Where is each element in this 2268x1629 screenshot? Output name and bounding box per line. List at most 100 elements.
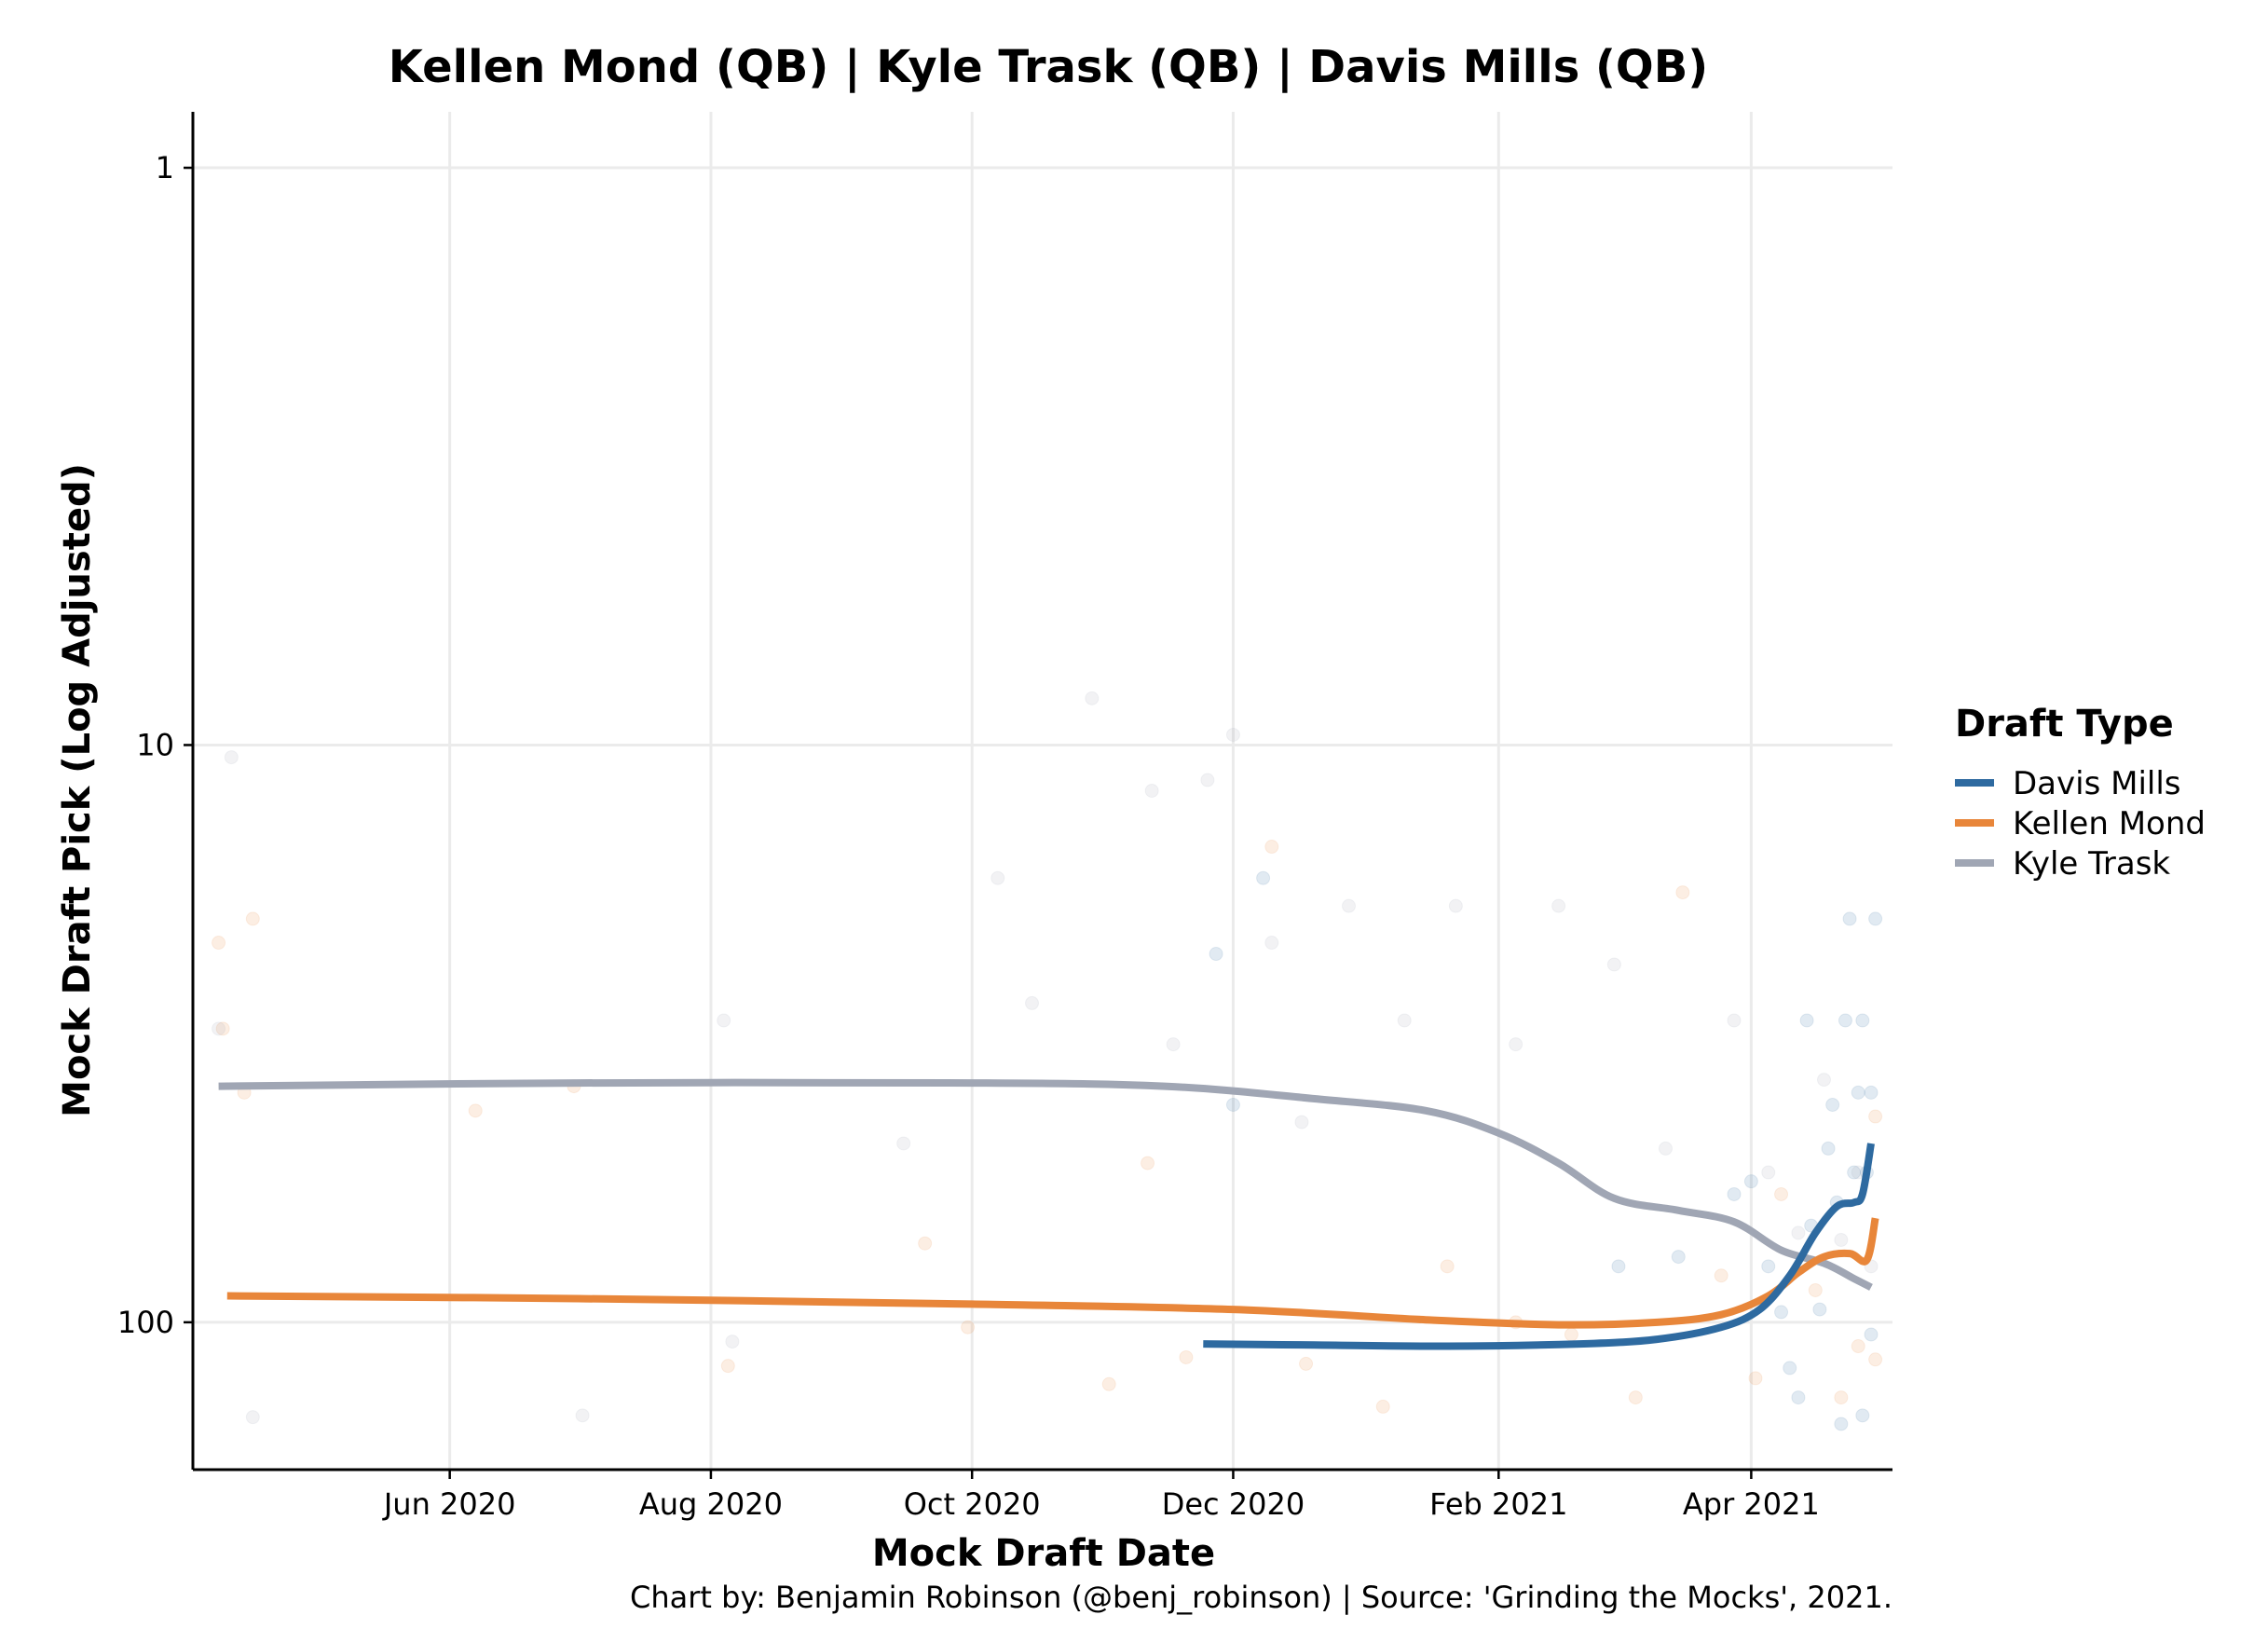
kellen-mond-point [720, 1359, 735, 1374]
davis-mills-line [1203, 1143, 1875, 1350]
davis-mills-point [1821, 1141, 1836, 1156]
kyle-trask-point [1085, 691, 1100, 705]
davis-mills-point [1864, 1327, 1879, 1342]
kellen-mond-point [1851, 1339, 1865, 1354]
kellen-mond-point [1264, 840, 1279, 855]
smooth-lines [218, 1078, 1879, 1350]
davis-mills-point [1851, 1085, 1865, 1100]
kyle-trask-point [1551, 898, 1566, 913]
davis-mills-point [1812, 1302, 1827, 1317]
x-tick-label: Dec 2020 [1162, 1486, 1305, 1522]
kellen-mond-point [215, 1021, 230, 1036]
kyle-trask-point [991, 870, 1005, 885]
chart-title: Kellen Mond (QB) | Kyle Trask (QB) | Dav… [389, 41, 1708, 93]
davis-mills-point [1791, 1390, 1806, 1405]
kyle-trask-point [1294, 1115, 1309, 1129]
kellen-mond-legend-label: Kellen Mond [2013, 805, 2206, 842]
x-tick-label: Oct 2020 [904, 1486, 1041, 1522]
kyle-trask-point [1225, 727, 1240, 742]
kellen-mond-point [1375, 1399, 1390, 1414]
kyle-trask-point [1606, 957, 1621, 972]
davis-mills-point [1225, 1098, 1240, 1113]
x-tick-label: Jun 2020 [382, 1486, 516, 1522]
davis-mills-point [1209, 947, 1223, 962]
davis-mills-point [1825, 1098, 1840, 1113]
kyle-trask-point [1448, 898, 1463, 913]
kyle-trask-point [896, 1136, 911, 1151]
kyle-trask-point [1658, 1141, 1673, 1156]
kyle-trask-point [1509, 1037, 1523, 1052]
chart-caption: Chart by: Benjamin Robinson (@benj_robin… [630, 1580, 1892, 1615]
kellen-mond-point [1101, 1376, 1116, 1391]
kyle-trask-point [1834, 1233, 1849, 1248]
davis-mills-point [1847, 1165, 1862, 1180]
kyle-trask-line [218, 1078, 1873, 1291]
kellen-mond-point [1774, 1186, 1789, 1201]
kyle-trask-point [1816, 1073, 1831, 1088]
kyle-trask-point [1144, 784, 1159, 798]
kyle-trask-point [1342, 898, 1357, 913]
x-tick-label: Apr 2021 [1683, 1486, 1820, 1522]
kyle-trask-point [224, 750, 239, 765]
kyle-trask-point [1727, 1013, 1742, 1028]
y-tick-label: 10 [136, 727, 174, 762]
davis-mills-point [1783, 1361, 1797, 1376]
x-tick-label: Feb 2021 [1429, 1486, 1567, 1522]
kellen-mond-point [1299, 1356, 1314, 1371]
y-axis-title: Mock Draft Pick (Log Adjusted) [56, 463, 99, 1117]
kellen-mond-line [226, 1217, 1879, 1329]
davis-mills-point [1799, 1013, 1814, 1028]
x-axis-ticks: Jun 2020 Aug 2020 Oct 2020 Dec 2020 Feb 2021… [382, 1470, 1820, 1522]
y-axis-ticks: 1 10 100 [117, 150, 193, 1340]
kellen-mond-point [1440, 1259, 1455, 1274]
x-tick-label: Aug 2020 [639, 1486, 783, 1522]
kyle-trask-point [725, 1335, 740, 1349]
kyle-trask-legend-label: Kyle Trask [2013, 845, 2170, 883]
kellen-mond-point [1868, 1109, 1883, 1124]
kellen-mond-point [1675, 885, 1690, 900]
kyle-trask-point [212, 1021, 226, 1036]
davis-mills-point [1774, 1305, 1789, 1320]
davis-mills-point [1834, 1417, 1849, 1431]
kyle-trask-point [1791, 1225, 1806, 1240]
davis-mills-point [1743, 1174, 1758, 1189]
kellen-mond-point [1868, 1352, 1883, 1367]
kyle-trask-point [1397, 1013, 1412, 1028]
kellen-mond-point [1141, 1156, 1155, 1170]
davis-mills-point [1838, 1013, 1852, 1028]
davis-mills-legend-label: Davis Mills [2013, 765, 2181, 802]
kellen-mond-point [245, 911, 260, 926]
legend-title: Draft Type [1955, 703, 2174, 746]
x-axis-title: Mock Draft Date [872, 1532, 1215, 1575]
kellen-mond-point [1179, 1349, 1194, 1364]
davis-mills-point [1868, 911, 1883, 926]
davis-mills-point [1842, 911, 1857, 926]
davis-mills-point [1761, 1259, 1776, 1274]
kellen-mond-point [1628, 1390, 1643, 1405]
kyle-trask-point [1264, 936, 1279, 951]
y-tick-label: 100 [117, 1305, 174, 1340]
kellen-mond-point [212, 936, 226, 951]
kellen-mond-point [918, 1236, 933, 1251]
y-tick-label: 1 [156, 150, 174, 185]
kellen-mond-point [1564, 1327, 1578, 1342]
kyle-trask-point [575, 1408, 590, 1423]
kellen-mond-point [1834, 1390, 1849, 1405]
kyle-trask-point [245, 1410, 260, 1425]
kellen-mond-point [468, 1103, 483, 1118]
davis-mills-point [1671, 1250, 1686, 1265]
kyle-trask-point [1761, 1165, 1776, 1180]
kellen-mond-point [961, 1320, 976, 1335]
davis-mills-point [1727, 1186, 1742, 1201]
davis-mills-point [1855, 1013, 1870, 1028]
kellen-mond-point [1748, 1371, 1763, 1386]
davis-mills-point [1864, 1085, 1879, 1100]
kellen-mond-point [1808, 1282, 1823, 1297]
kyle-trask-point [1025, 995, 1040, 1010]
kellen-mond-point [1714, 1268, 1728, 1283]
kyle-trask-point [1166, 1037, 1181, 1052]
